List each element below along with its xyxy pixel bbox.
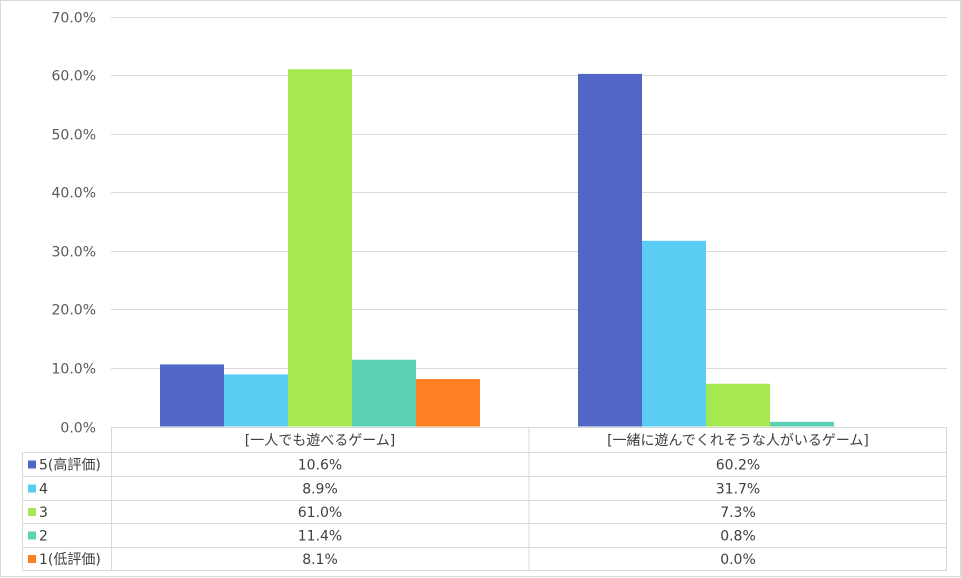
bars — [160, 69, 834, 427]
gridlines — [111, 17, 947, 428]
bar-1-2 — [578, 73, 642, 427]
data-value: 11.4% — [298, 529, 342, 545]
series-name: 2 — [39, 529, 48, 545]
legend-key — [28, 484, 36, 493]
legend-key — [28, 531, 36, 540]
data-value: 60.2% — [716, 458, 760, 474]
series-name: 5(高評価) — [39, 457, 101, 474]
data-value: 0.0% — [720, 552, 756, 568]
bar-3-2 — [706, 383, 770, 427]
series-name: 1(低評価) — [39, 552, 101, 568]
data-value: 8.9% — [302, 482, 338, 498]
y-axis: 0.0% 10.0% 20.0% 30.0% 40.0% 50.0% 60.0% 70.0% — [52, 11, 96, 437]
bar-2-1 — [224, 374, 288, 427]
y-tick-label: 50.0% — [52, 128, 96, 144]
y-tick-label: 0.0% — [60, 421, 96, 437]
data-value: 31.7% — [716, 482, 760, 498]
y-tick-label: 60.0% — [52, 69, 96, 85]
bar-3-1 — [288, 69, 352, 427]
bar-1-1 — [160, 364, 224, 427]
series-name: 3 — [39, 505, 48, 521]
bar-4-2 — [770, 421, 834, 427]
legend-key — [28, 460, 36, 469]
data-value: 7.3% — [720, 505, 756, 521]
y-tick-label: 20.0% — [52, 303, 96, 319]
bar-5-1 — [416, 379, 480, 427]
y-tick-label: 40.0% — [52, 186, 96, 202]
y-tick-label: 70.0% — [52, 11, 96, 27]
data-table: [一人でも遊べるゲーム] [一緒に遊んでくれそうな人がいるゲーム] 5(高評価) 10… — [22, 427, 947, 571]
y-tick-label: 30.0% — [52, 245, 96, 261]
legend-key — [28, 555, 36, 563]
data-value: 10.6% — [298, 458, 342, 474]
legend-key — [28, 508, 36, 516]
data-value: 0.8% — [720, 529, 756, 545]
data-value: 8.1% — [302, 552, 338, 568]
category-label: [一緒に遊んでくれそうな人がいるゲーム] — [607, 433, 869, 449]
data-value: 61.0% — [298, 505, 342, 521]
bar-2-2 — [642, 240, 706, 427]
bar-4-1 — [352, 359, 416, 427]
y-tick-label: 10.0% — [52, 362, 96, 378]
series-name: 4 — [39, 482, 48, 498]
category-label: [一人でも遊べるゲーム] — [245, 433, 396, 449]
